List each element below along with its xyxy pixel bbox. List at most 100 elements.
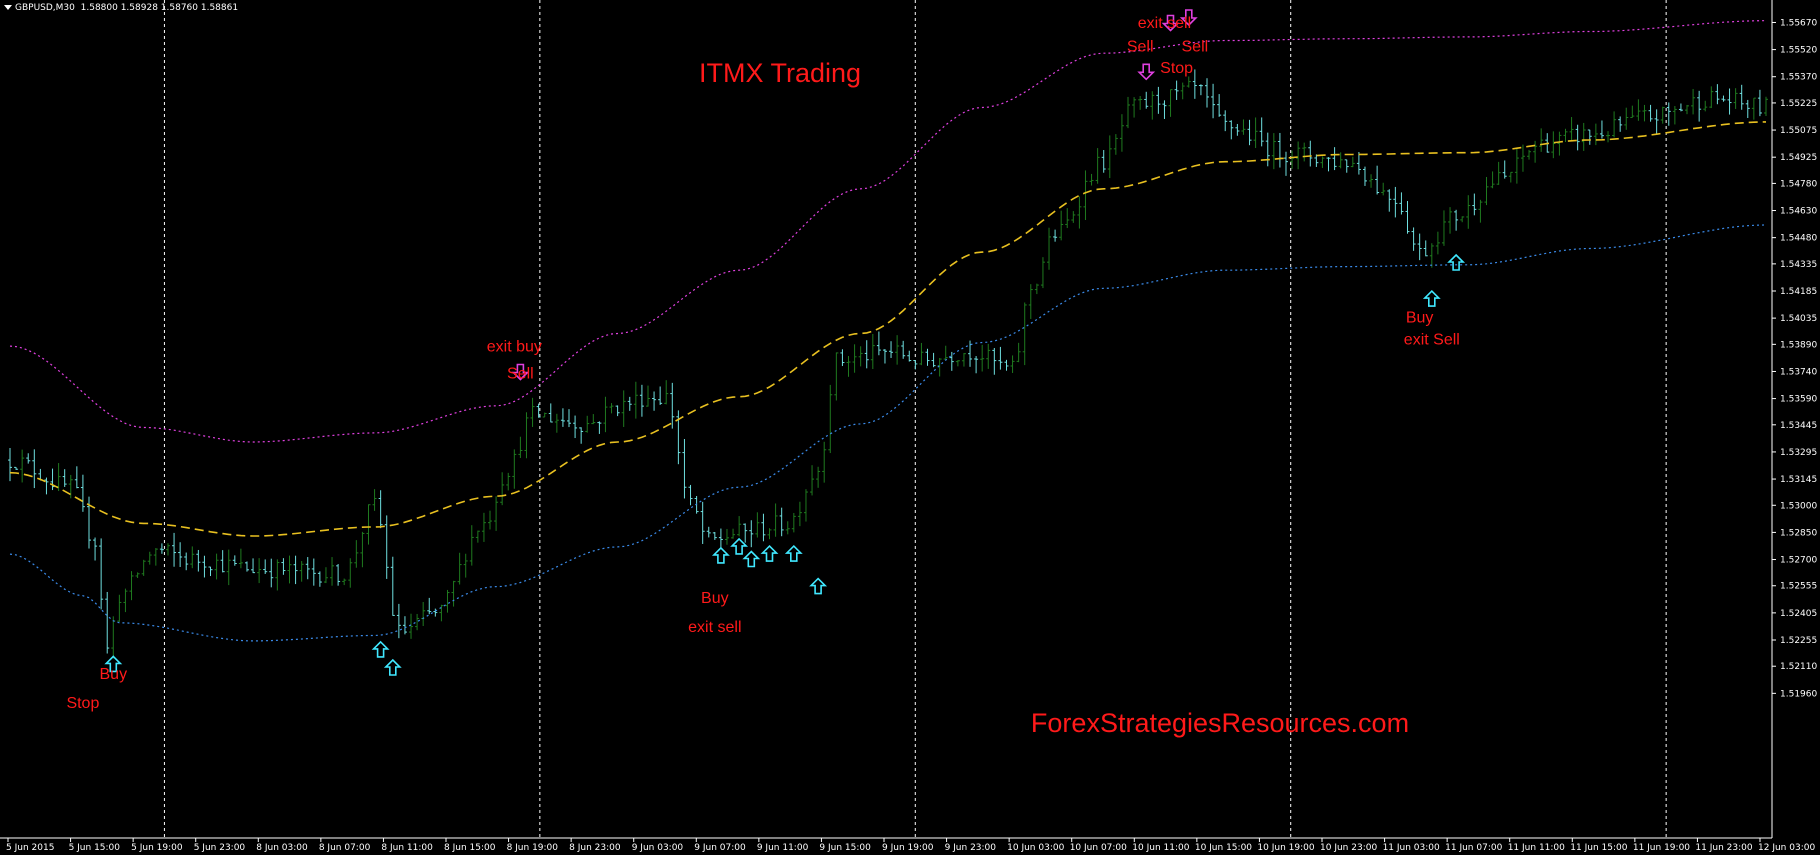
ohlc-bar — [1211, 83, 1216, 119]
ohlc-bar — [1624, 107, 1629, 130]
ohlc-bar — [609, 403, 614, 414]
ohlc-bar — [1229, 120, 1234, 140]
ohlc-bar — [1308, 140, 1313, 167]
ohlc-bar — [1563, 128, 1568, 143]
buy-arrow-icon — [104, 655, 123, 673]
ohlc-bar — [1648, 104, 1653, 122]
x-tick-label: 9 Jun 03:00 — [632, 843, 684, 853]
ohlc-bar — [974, 356, 979, 374]
ohlc-bar — [1533, 140, 1538, 163]
ohlc-bar — [1435, 231, 1440, 255]
x-tick-label: 10 Jun 03:00 — [1007, 843, 1064, 853]
ohlc-bar — [1539, 128, 1544, 152]
signal-label: Buy — [1406, 310, 1434, 327]
ohlc-bar — [421, 601, 426, 626]
x-tick-label: 8 Jun 07:00 — [319, 843, 371, 853]
ohlc-bar — [755, 512, 760, 538]
ohlc-bar — [469, 525, 474, 566]
ohlc-bar — [433, 608, 438, 617]
ohlc-bar — [585, 415, 590, 433]
ohlc-bar — [743, 523, 748, 543]
ohlc-bar — [864, 340, 869, 369]
ohlc-bar — [445, 589, 450, 613]
y-tick-label: 1.53295 — [1780, 448, 1817, 458]
ohlc-bar — [275, 559, 280, 591]
ohlc-bar — [500, 472, 505, 506]
ohlc-bar — [658, 386, 663, 405]
ohlc-bar — [1514, 148, 1519, 184]
ohlc-bar — [1314, 154, 1319, 167]
x-tick-label: 11 Jun 15:00 — [1570, 843, 1627, 853]
ohlc-bar — [1593, 123, 1598, 146]
ohlc-bar — [797, 501, 802, 527]
ohlc-bar — [694, 496, 699, 514]
ohlc-bar — [1417, 233, 1422, 261]
ohlc-bar — [1253, 117, 1258, 148]
ohlc-bar — [560, 408, 565, 427]
ohlc-bar — [706, 526, 711, 538]
ohlc-bar — [1575, 124, 1580, 151]
x-tick-label: 11 Jun 19:00 — [1633, 843, 1690, 853]
ohlc-bar — [931, 352, 936, 368]
y-tick-label: 1.52255 — [1780, 636, 1817, 646]
y-tick-label: 1.54780 — [1780, 179, 1817, 189]
ohlc-bar — [840, 349, 845, 367]
x-tick-label: 8 Jun 15:00 — [444, 843, 496, 853]
ohlc-bar — [1587, 129, 1592, 145]
ohlc-bar — [1071, 211, 1076, 223]
ohlc-bar — [80, 474, 85, 512]
ohlc-bar — [481, 512, 486, 542]
ohlc-bar — [1527, 149, 1532, 160]
ohlc-bar — [488, 510, 493, 530]
x-tick-label: 10 Jun 07:00 — [1070, 843, 1127, 853]
ohlc-bar — [1678, 103, 1683, 112]
ohlc-bar — [1709, 86, 1714, 109]
ohlc-bar — [852, 344, 857, 373]
signal-label: Sell — [507, 366, 534, 383]
ohlc-bar — [700, 501, 705, 544]
chart-header: GBPUSD,M30 1.58800 1.58928 1.58760 1.588… — [4, 3, 238, 13]
price-bars — [8, 69, 1768, 659]
y-tick-label: 1.53740 — [1780, 367, 1817, 377]
ohlc-bar — [299, 561, 304, 582]
ohlc-bar — [846, 356, 851, 377]
ohlc-bar — [858, 346, 863, 367]
x-tick-label: 5 Jun 23:00 — [194, 843, 246, 853]
ohlc-bar — [1727, 88, 1732, 115]
ohlc-bar — [943, 345, 948, 360]
ohlc-bar — [1186, 76, 1191, 88]
y-tick-label: 1.54925 — [1780, 153, 1817, 163]
y-tick-label: 1.55520 — [1780, 46, 1817, 56]
ohlc-bar — [870, 333, 875, 370]
ohlc-bar — [810, 465, 815, 496]
ohlc-bar — [1095, 148, 1100, 184]
ohlc-bar — [1332, 147, 1337, 171]
x-tick-label: 11 Jun 03:00 — [1383, 843, 1440, 853]
ohlc-bar — [998, 346, 1003, 370]
ohlc-bar — [348, 558, 353, 588]
ohlc-bar — [287, 555, 292, 584]
chart-menu-icon[interactable] — [4, 5, 12, 10]
ohlc-bar — [1053, 229, 1058, 242]
ohlc-bar — [1034, 283, 1039, 295]
buy-arrow-icon — [742, 550, 761, 568]
ohlc-bar — [1490, 171, 1495, 189]
ohlc-bar — [834, 352, 839, 401]
ohlc-bar — [26, 453, 31, 464]
y-tick-label: 1.55670 — [1780, 18, 1817, 28]
ohlc-bar — [554, 413, 559, 433]
ohlc-bar — [1077, 196, 1082, 229]
ohlc-bar — [1666, 102, 1671, 126]
buy-arrow-icon — [383, 658, 402, 676]
upper-band-line — [9, 20, 1766, 443]
ohlc-bar — [1132, 97, 1137, 118]
ohlc-bar — [1569, 117, 1574, 142]
x-tick-label: 9 Jun 23:00 — [945, 843, 997, 853]
ohlc-bar — [579, 427, 584, 444]
y-tick-label: 1.54480 — [1780, 234, 1817, 244]
y-tick-label: 1.53000 — [1780, 501, 1817, 511]
ohlc-bar — [281, 558, 286, 575]
ohlc-bar — [269, 558, 274, 588]
ohlc-bar — [305, 557, 310, 580]
